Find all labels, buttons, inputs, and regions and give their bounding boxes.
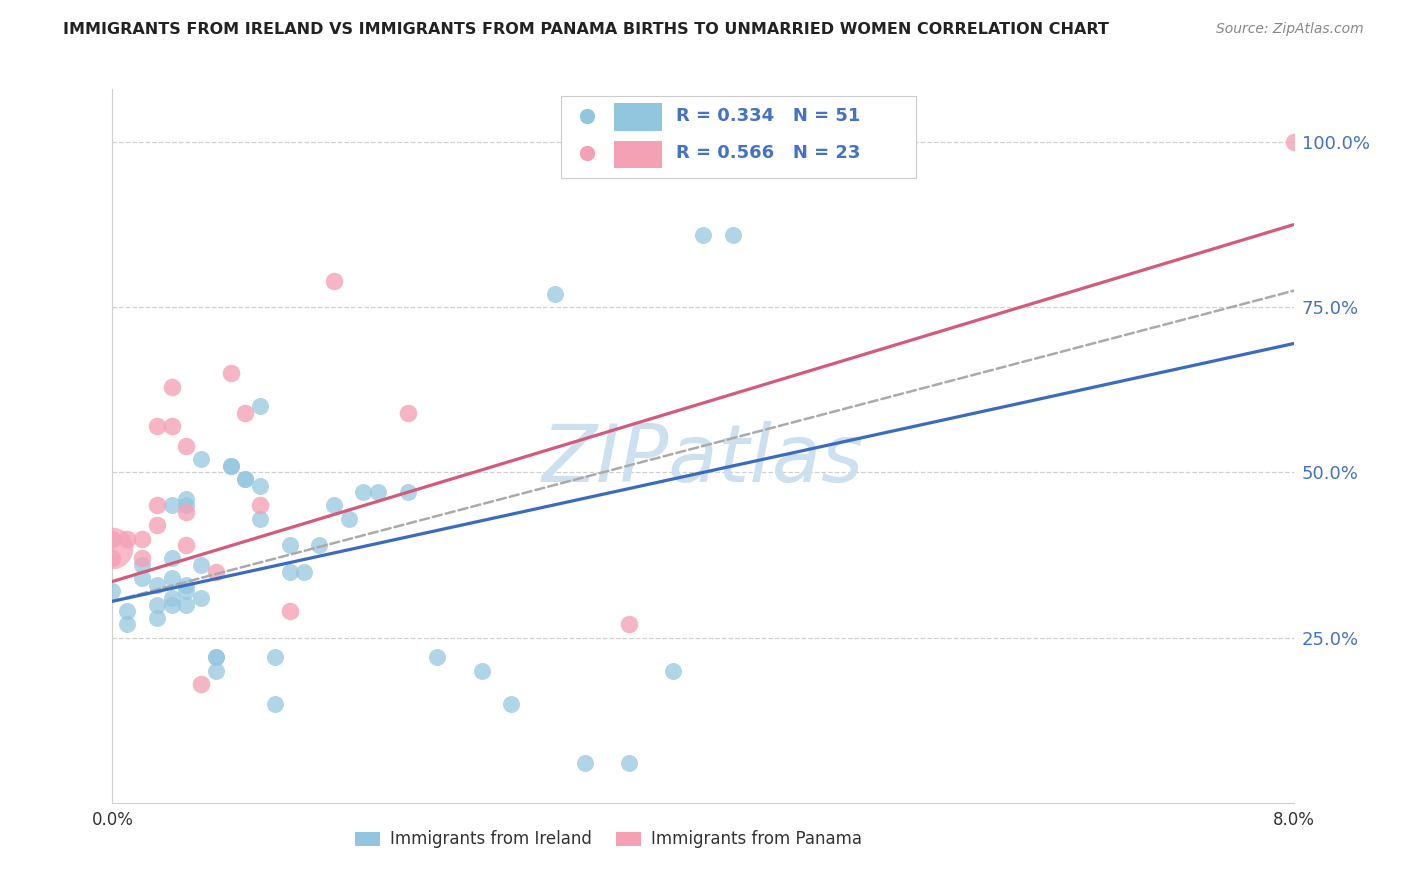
Point [101, 551, 124, 566]
Point [190, 677, 212, 691]
Point [117, 617, 138, 632]
FancyBboxPatch shape [614, 103, 662, 130]
Point [352, 485, 374, 500]
Point [219, 458, 242, 473]
FancyBboxPatch shape [561, 96, 915, 178]
Point [219, 458, 242, 473]
Point [174, 491, 197, 506]
Point [160, 598, 183, 612]
Point [278, 565, 301, 579]
Point [233, 472, 256, 486]
Point [160, 499, 183, 513]
Point [131, 532, 153, 546]
Point [174, 598, 197, 612]
Point [574, 756, 596, 771]
Point [190, 558, 212, 572]
Point [249, 499, 271, 513]
Point [160, 591, 183, 605]
Point [190, 452, 212, 467]
Point [174, 538, 197, 552]
Legend: Immigrants from Ireland, Immigrants from Panama: Immigrants from Ireland, Immigrants from… [347, 824, 869, 855]
Point [396, 485, 419, 500]
Text: R = 0.334   N = 51: R = 0.334 N = 51 [676, 107, 860, 125]
Point [367, 485, 389, 500]
Point [101, 532, 124, 546]
Point [117, 604, 138, 618]
Point [249, 511, 271, 525]
Text: Source: ZipAtlas.com: Source: ZipAtlas.com [1216, 22, 1364, 37]
Point [692, 227, 714, 242]
Point [174, 584, 197, 599]
Point [174, 439, 197, 453]
Point [205, 650, 228, 665]
Text: ZIPatlas: ZIPatlas [541, 421, 865, 500]
Point [146, 598, 169, 612]
Point [101, 541, 124, 556]
Point [117, 532, 138, 546]
Point [501, 697, 523, 711]
Point [337, 511, 360, 525]
Point [174, 499, 197, 513]
Point [146, 499, 169, 513]
Point [1282, 135, 1305, 149]
Point [174, 505, 197, 519]
Point [101, 584, 124, 599]
Point [292, 565, 315, 579]
Point [264, 697, 287, 711]
Point [544, 287, 567, 301]
Point [323, 499, 346, 513]
Point [619, 756, 641, 771]
Point [662, 664, 685, 678]
Point [278, 538, 301, 552]
Point [264, 650, 287, 665]
Point [278, 604, 301, 618]
Point [146, 578, 169, 592]
Text: IMMIGRANTS FROM IRELAND VS IMMIGRANTS FROM PANAMA BIRTHS TO UNMARRIED WOMEN CORR: IMMIGRANTS FROM IRELAND VS IMMIGRANTS FR… [63, 22, 1109, 37]
Text: R = 0.566   N = 23: R = 0.566 N = 23 [676, 145, 860, 162]
Point [249, 400, 271, 414]
Point [160, 419, 183, 434]
Point [146, 518, 169, 533]
Point [160, 379, 183, 393]
Point [160, 571, 183, 585]
Point [308, 538, 330, 552]
Point [219, 367, 242, 381]
Point [131, 558, 153, 572]
Point [396, 406, 419, 420]
Point [146, 419, 169, 434]
Point [205, 565, 228, 579]
Point [190, 591, 212, 605]
Point [323, 274, 346, 288]
Point [131, 551, 153, 566]
Point [249, 478, 271, 492]
Point [721, 227, 744, 242]
Point [174, 578, 197, 592]
Point [426, 650, 449, 665]
Point [160, 551, 183, 566]
FancyBboxPatch shape [614, 141, 662, 168]
Point [471, 664, 494, 678]
Point [205, 664, 228, 678]
Point [146, 611, 169, 625]
Point [619, 617, 641, 632]
Point [233, 472, 256, 486]
Point [205, 650, 228, 665]
Point [233, 406, 256, 420]
Point [131, 571, 153, 585]
